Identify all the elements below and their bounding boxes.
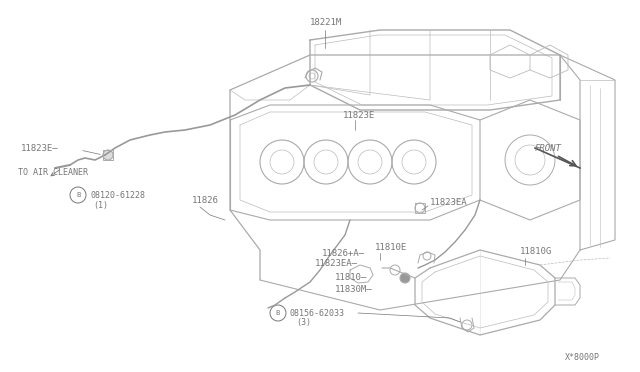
Text: 11810—: 11810— xyxy=(335,273,367,282)
Text: FRONT: FRONT xyxy=(535,144,562,153)
Circle shape xyxy=(103,150,113,160)
Text: 11823EA: 11823EA xyxy=(430,198,468,206)
Text: TO AIR CLEANER: TO AIR CLEANER xyxy=(18,167,88,176)
Text: B: B xyxy=(76,192,80,198)
Text: X*8000P: X*8000P xyxy=(565,353,600,362)
Text: 11823E: 11823E xyxy=(343,110,375,119)
Text: 11826: 11826 xyxy=(192,196,219,205)
Text: 11830M—: 11830M— xyxy=(335,285,372,295)
Circle shape xyxy=(400,273,410,283)
Text: B: B xyxy=(276,310,280,316)
Text: (1): (1) xyxy=(93,201,108,209)
Text: 11810E: 11810E xyxy=(375,244,407,253)
Text: 08120-61228: 08120-61228 xyxy=(90,190,145,199)
Text: 11823EA—: 11823EA— xyxy=(315,260,358,269)
Text: 08156-62033: 08156-62033 xyxy=(290,308,345,317)
Text: (3): (3) xyxy=(296,318,311,327)
Text: 18221M: 18221M xyxy=(310,17,342,26)
Text: 11823E—: 11823E— xyxy=(20,144,58,153)
Text: 11810G: 11810G xyxy=(520,247,552,257)
Text: 11826+A—: 11826+A— xyxy=(322,248,365,257)
